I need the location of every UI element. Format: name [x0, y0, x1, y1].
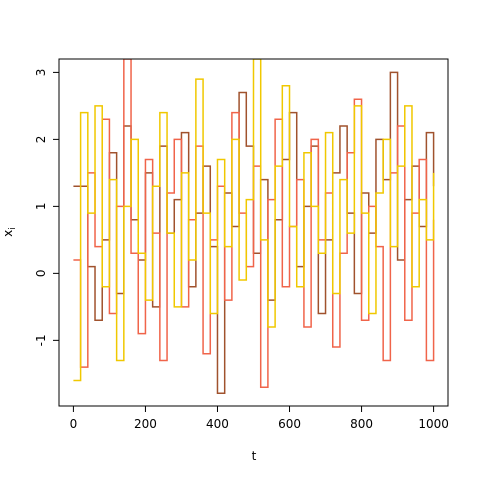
y-tick-label: -1	[34, 334, 48, 346]
y-axis-label-main: x	[1, 230, 15, 237]
series-line	[73, 59, 435, 382]
y-tick-label: 1	[34, 203, 48, 211]
x-tick-label: 200	[134, 417, 157, 431]
plot-lines	[73, 59, 435, 395]
y-axis-label-subscript: i	[8, 227, 18, 230]
x-tick-label: 1000	[418, 417, 449, 431]
x-tick-label: 600	[278, 417, 301, 431]
y-tick-label: 0	[34, 270, 48, 278]
y-tick-label: 2	[34, 136, 48, 144]
x-tick-label: 0	[70, 417, 78, 431]
x-axis-label: t	[252, 449, 257, 463]
x-tick-label: 800	[350, 417, 373, 431]
y-axis-label: xi	[1, 227, 18, 237]
x-tick-label: 400	[206, 417, 229, 431]
y-tick-label: 3	[34, 69, 48, 77]
